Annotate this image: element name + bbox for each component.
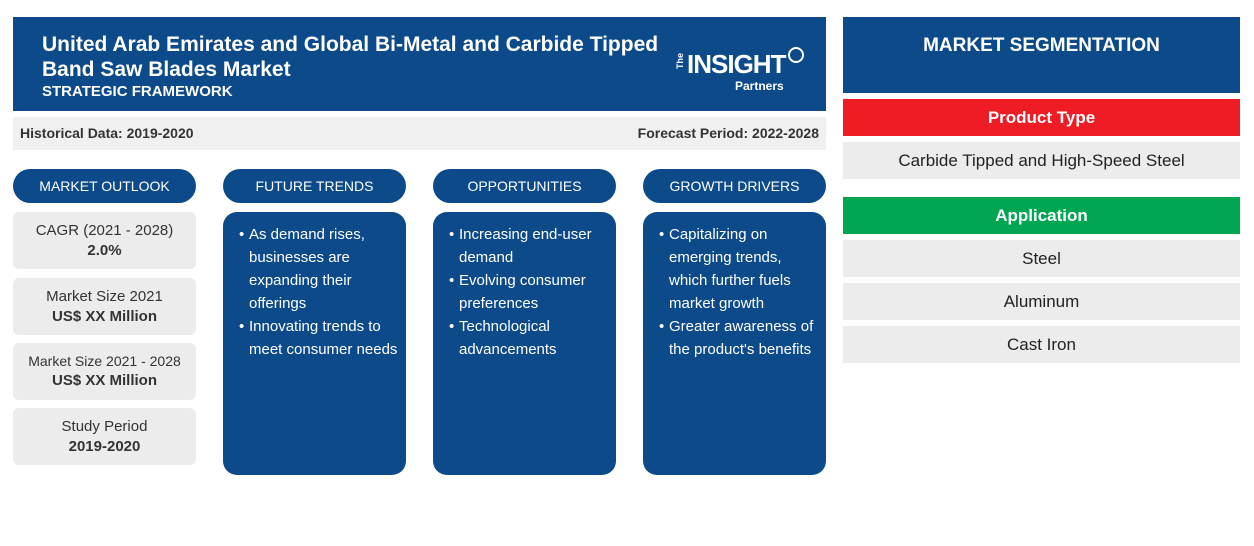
list-item: Technological advancements	[449, 315, 608, 361]
list-item: Increasing end-user demand	[449, 223, 608, 269]
segment-item: Cast Iron	[843, 326, 1240, 363]
report-subtitle: STRATEGIC FRAMEWORK	[42, 83, 233, 100]
forecast-period: Forecast Period: 2022-2028	[637, 125, 819, 141]
list-item: Capitalizing on emerging trends, which f…	[659, 223, 818, 315]
stat-label: Study Period	[61, 418, 148, 435]
list-item: As demand rises, businesses are expandin…	[239, 223, 398, 315]
stat-label: Market Size 2021	[46, 288, 163, 305]
report-header: United Arab Emirates and Global Bi-Metal…	[13, 17, 826, 111]
segment-item: Aluminum	[843, 283, 1240, 320]
logo-partners: Partners	[735, 79, 784, 93]
insight-partners-logo: The INSIGHT Partners	[675, 45, 805, 105]
list-item: Greater awareness of the product's benef…	[659, 315, 818, 361]
outlook-stat-study-period: Study Period 2019-2020	[13, 408, 196, 465]
segment-item: Carbide Tipped and High-Speed Steel	[843, 142, 1240, 179]
opportunities-card: Increasing end-user demand Evolving cons…	[433, 212, 616, 475]
segment-item: Steel	[843, 240, 1240, 277]
future-trends-heading: FUTURE TRENDS	[223, 169, 406, 203]
stat-value: US$ XX Million	[51, 372, 157, 389]
historical-data: Historical Data: 2019-2020	[20, 125, 194, 141]
stat-value: 2.0%	[87, 242, 122, 259]
market-segmentation-heading: MARKET SEGMENTATION	[843, 17, 1240, 93]
opportunities-heading: OPPORTUNITIES	[433, 169, 616, 203]
outlook-stat-market-size-range: Market Size 2021 - 2028 US$ XX Million	[13, 343, 196, 400]
stat-label: Market Size 2021 - 2028	[28, 353, 181, 369]
growth-drivers-card: Capitalizing on emerging trends, which f…	[643, 212, 826, 475]
stat-label: CAGR (2021 - 2028)	[35, 222, 174, 239]
outlook-stat-market-size-2021: Market Size 2021 US$ XX Million	[13, 278, 196, 335]
lightbulb-icon	[788, 47, 804, 63]
segment-product-type: Product Type	[843, 99, 1240, 136]
outlook-stat-cagr: CAGR (2021 - 2028) 2.0%	[13, 212, 196, 269]
market-outlook-heading: MARKET OUTLOOK	[13, 169, 196, 203]
logo-name: INSIGHT	[687, 49, 786, 79]
list-item: Innovating trends to meet consumer needs	[239, 315, 398, 361]
logo-the: The	[675, 53, 685, 70]
report-title: United Arab Emirates and Global Bi-Metal…	[42, 33, 659, 81]
period-bar: Historical Data: 2019-2020 Forecast Peri…	[13, 117, 826, 150]
segment-application: Application	[843, 197, 1240, 234]
list-item: Evolving consumer preferences	[449, 269, 608, 315]
stat-value: 2019-2020	[68, 438, 141, 455]
future-trends-card: As demand rises, businesses are expandin…	[223, 212, 406, 475]
stat-value: US$ XX Million	[51, 308, 157, 325]
growth-drivers-heading: GROWTH DRIVERS	[643, 169, 826, 203]
